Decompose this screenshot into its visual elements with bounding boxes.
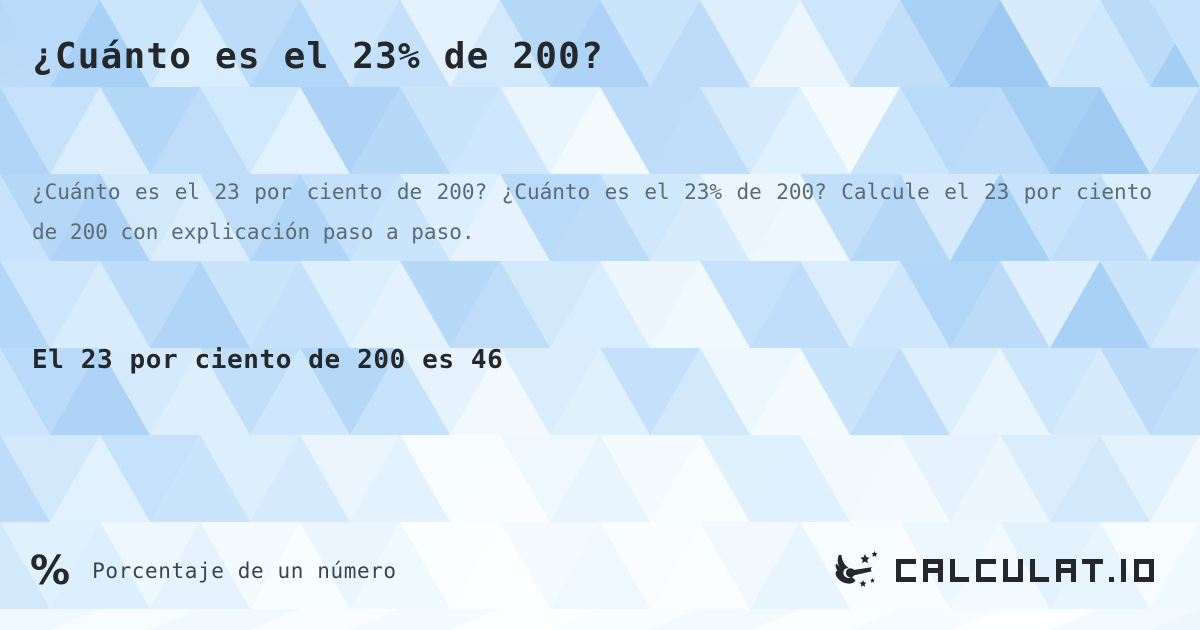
intro-paragraph: ¿Cuánto es el 23 por ciento de 200? ¿Cuá… [32, 180, 1152, 244]
category-label: Porcentaje de un número [92, 559, 397, 583]
brand-logo[interactable]: CALCULAT.IO [832, 542, 1162, 600]
footer: % Porcentaje de un número [0, 540, 1200, 610]
category-link[interactable]: % Porcentaje de un número [30, 540, 397, 602]
page-title: ¿Cuánto es el 23% de 200? [32, 36, 604, 77]
percent-icon: % [30, 548, 71, 594]
brand-wordmark: CALCULAT.IO [896, 559, 1154, 582]
answer-text: El 23 por ciento de 200 es 46 [32, 345, 504, 375]
magic-wand-hand-icon [835, 551, 878, 587]
